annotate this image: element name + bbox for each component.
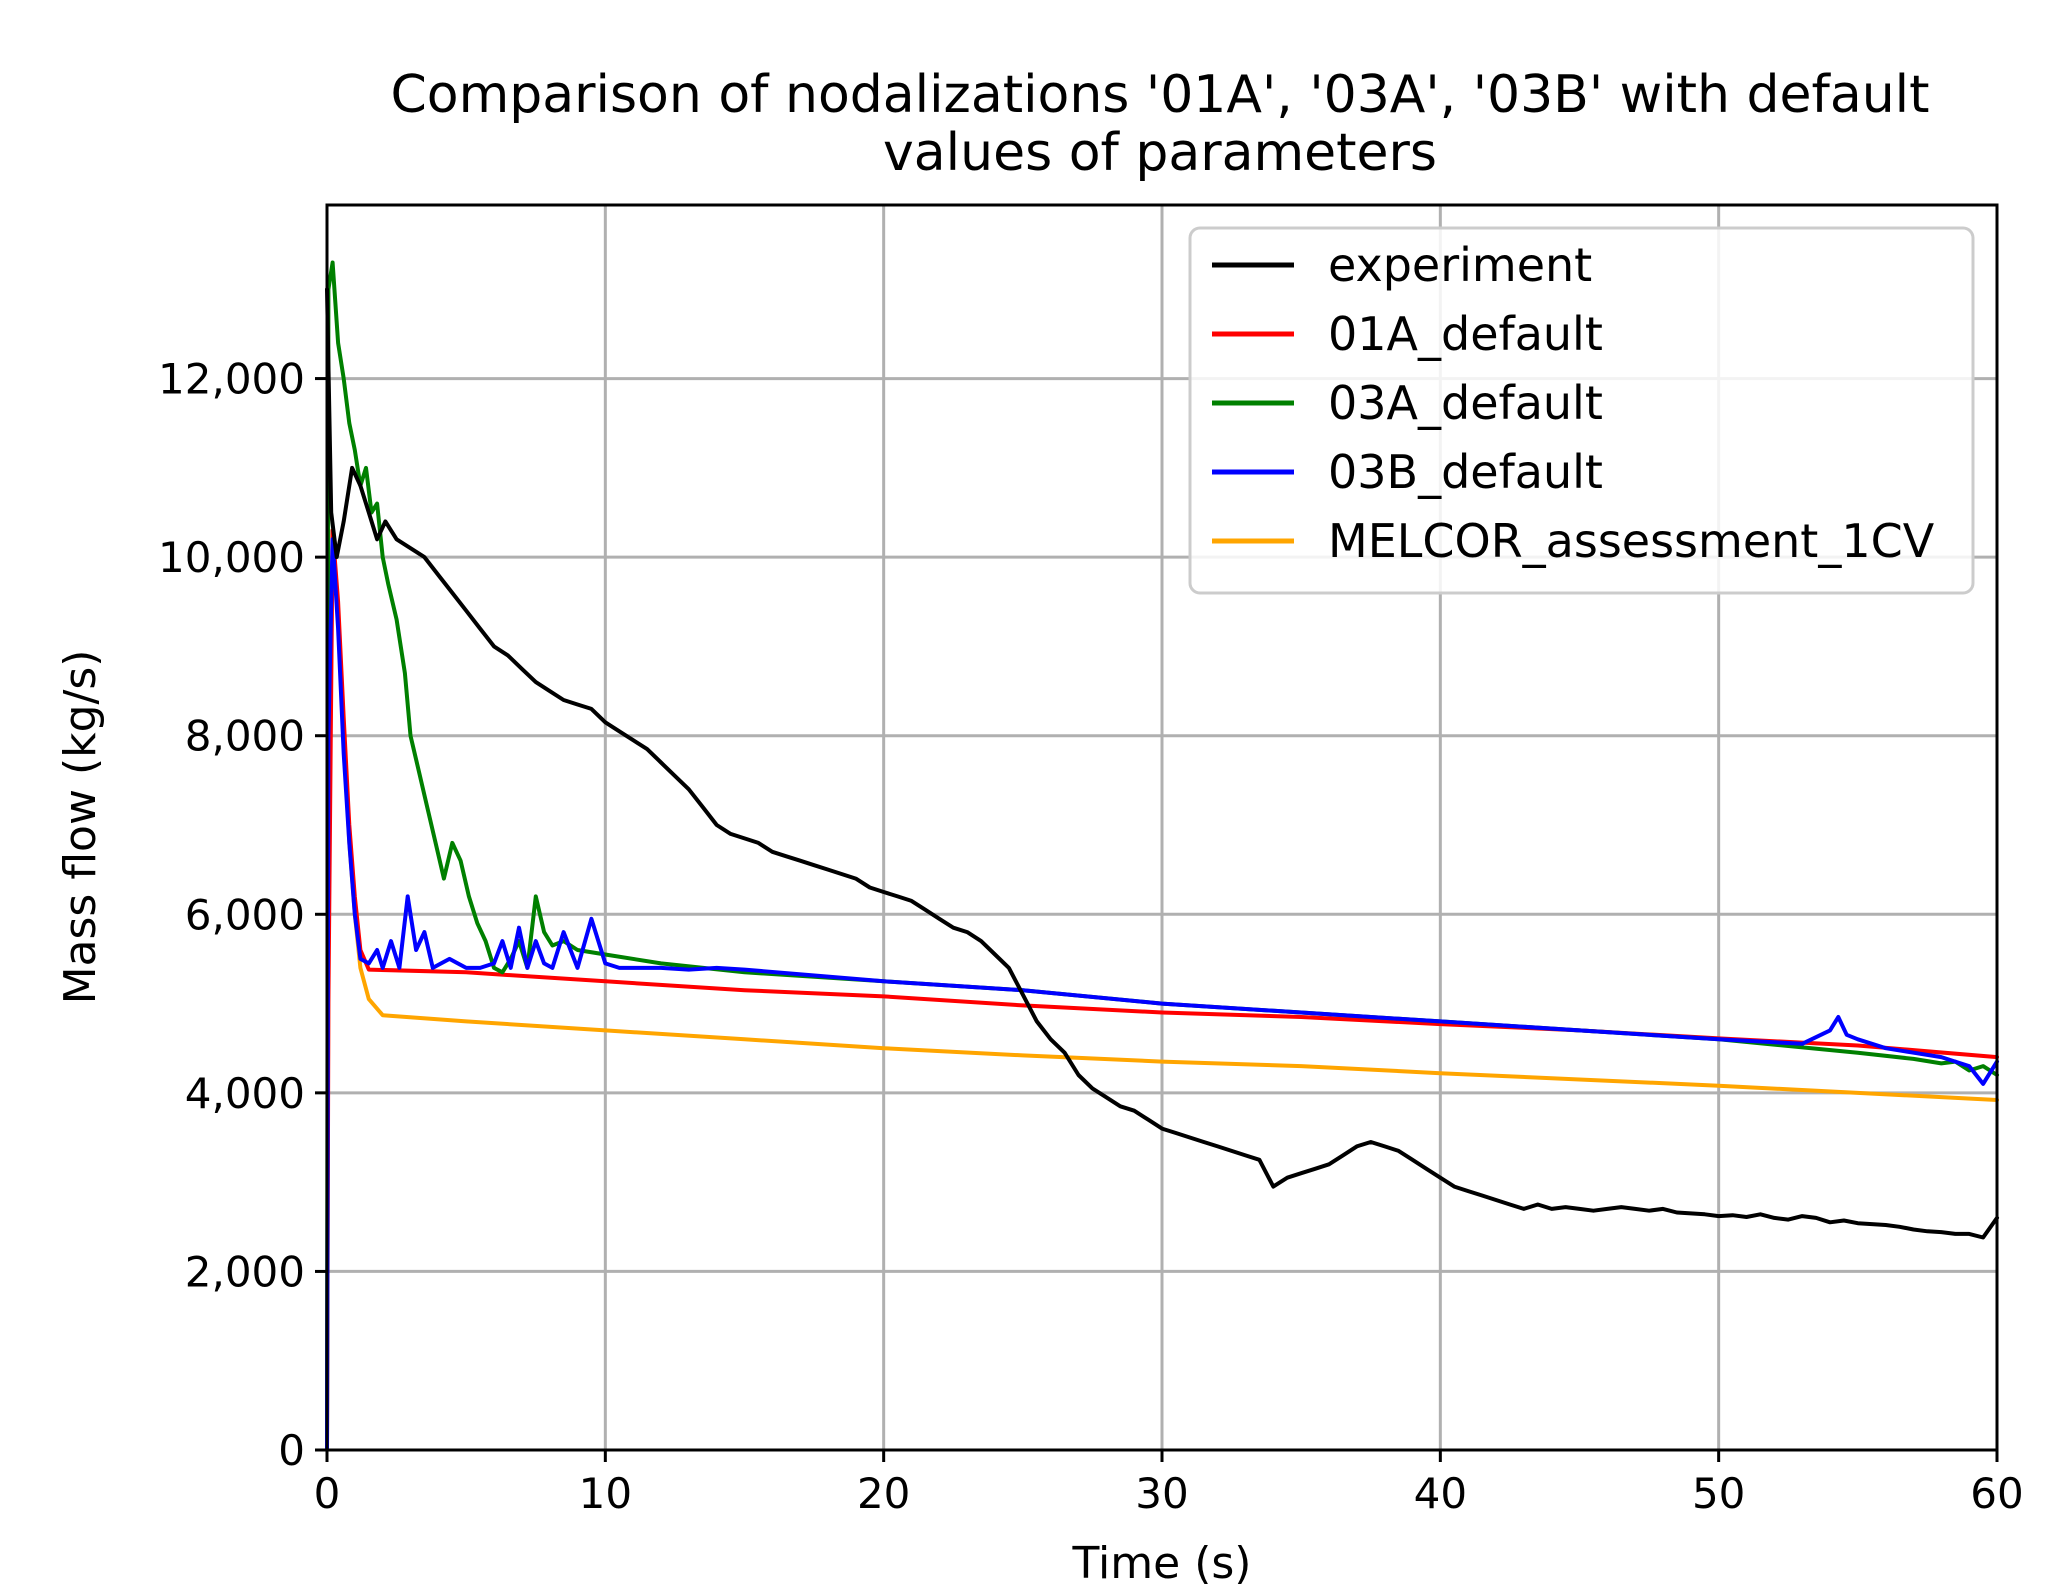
series-line-03b-default — [325, 537, 1999, 1452]
y-tick-label: 8,000 — [185, 712, 305, 761]
x-tick-label: 0 — [314, 1469, 341, 1518]
y-tick-label: 4,000 — [185, 1069, 305, 1118]
legend-label: experiment — [1328, 238, 1592, 292]
x-tick-label: 50 — [1692, 1469, 1745, 1518]
y-axis-label: Mass flow (kg/s) — [55, 650, 106, 1005]
axis-ticks: 0 10 20 30 40 50 60 0 2,000 4,000 6,000 8,000 10,000… — [158, 355, 2024, 1518]
chart-title: Comparison of nodalizations '01A', '03A'… — [390, 65, 1929, 183]
legend-label: 03A_default — [1328, 376, 1603, 430]
x-axis-label: Time (s) — [1072, 1538, 1252, 1589]
series-line-experiment — [325, 287, 1999, 1240]
x-tick-label: 30 — [1135, 1469, 1188, 1518]
y-tick-label: 6,000 — [185, 890, 305, 939]
series-lines — [325, 260, 1999, 1452]
y-tick-label: 10,000 — [158, 533, 305, 582]
legend-label: 03B_default — [1328, 445, 1603, 499]
x-tick-label: 10 — [579, 1469, 632, 1518]
y-tick-label: 12,000 — [158, 355, 305, 404]
chart-title-line-2: values of parameters — [883, 123, 1437, 183]
legend: experiment 01A_default 03A_default 03B_defa… — [1188, 226, 1975, 595]
chart-title-line-1: Comparison of nodalizations '01A', '03A'… — [390, 65, 1929, 125]
legend-box — [1188, 226, 1975, 595]
legend-label: 01A_default — [1328, 307, 1603, 361]
x-tick-label: 40 — [1414, 1469, 1467, 1518]
y-tick-label: 2,000 — [185, 1247, 305, 1296]
x-tick-label: 60 — [1970, 1469, 2023, 1518]
x-tick-label: 20 — [857, 1469, 910, 1518]
y-tick-label: 0 — [278, 1426, 305, 1475]
legend-label: MELCOR_assessment_1CV — [1328, 514, 1935, 568]
